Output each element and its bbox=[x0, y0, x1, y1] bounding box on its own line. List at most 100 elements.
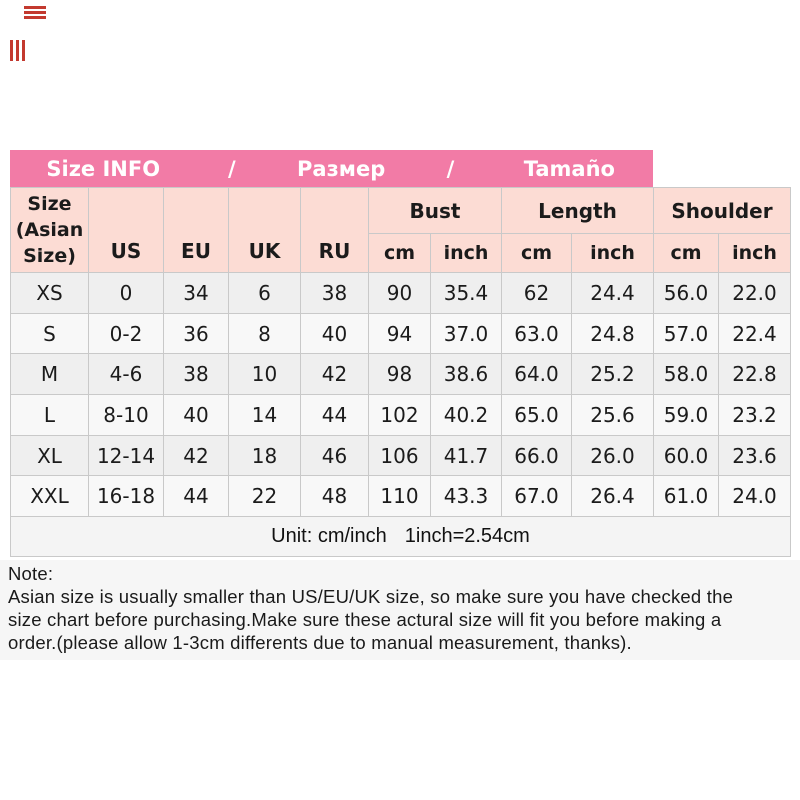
banner-separator-1: / bbox=[227, 156, 236, 181]
col-header-size: Size (Asian Size) bbox=[11, 188, 89, 273]
col-header-ru: RU bbox=[301, 188, 369, 273]
table-cell: 58.0 bbox=[654, 354, 719, 396]
table-cell: 6 bbox=[229, 273, 301, 314]
table-cell: 22.8 bbox=[719, 354, 791, 396]
col-header-size-line: (Asian bbox=[15, 219, 84, 241]
table-cell: 90 bbox=[369, 273, 431, 314]
banner-separator-2: / bbox=[446, 156, 455, 181]
note-label: Note: bbox=[8, 563, 54, 584]
table-cell: 24.4 bbox=[572, 273, 654, 314]
row-label-xl: XL bbox=[11, 435, 89, 477]
table-cell: 56.0 bbox=[654, 273, 719, 314]
table-cell: 42 bbox=[301, 354, 369, 396]
table-cell: 34 bbox=[164, 273, 229, 314]
note-line: size chart before purchasing.Make sure t… bbox=[8, 609, 722, 630]
subcol-length-inch: inch bbox=[572, 234, 654, 273]
table-cell: 14 bbox=[229, 395, 301, 436]
table-cell: 24.0 bbox=[719, 476, 791, 518]
size-table: Size (Asian Size) US EU UK RU Bust Lengt… bbox=[10, 187, 791, 558]
title-banner: Size INFO / Размер / Tamaño bbox=[10, 150, 653, 187]
col-header-us: US bbox=[89, 188, 164, 273]
col-header-eu: EU bbox=[164, 188, 229, 273]
table-cell: 0-2 bbox=[89, 313, 164, 355]
table-cell: 38 bbox=[301, 273, 369, 314]
table-cell: 64.0 bbox=[502, 354, 572, 396]
col-header-size-line: Size) bbox=[23, 245, 76, 267]
table-cell: 38.6 bbox=[431, 354, 502, 396]
note-block: Note: Asian size is usually smaller than… bbox=[0, 560, 800, 660]
table-cell: 25.6 bbox=[572, 395, 654, 436]
col-header-size-line: Size bbox=[27, 193, 72, 215]
table-cell: 110 bbox=[369, 476, 431, 518]
table-cell: 94 bbox=[369, 313, 431, 355]
subcol-shoulder-inch: inch bbox=[719, 234, 791, 273]
unit-conversion: 1inch=2.54cm bbox=[404, 525, 530, 548]
row-label-l: L bbox=[11, 395, 89, 436]
table-cell: 23.6 bbox=[719, 435, 791, 477]
table-cell: 60.0 bbox=[654, 435, 719, 477]
table-cell: 36 bbox=[164, 313, 229, 355]
col-header-shoulder: Shoulder bbox=[654, 188, 791, 234]
table-cell: 22.0 bbox=[719, 273, 791, 314]
subcol-shoulder-cm: cm bbox=[654, 234, 719, 273]
unit-row: Unit: cm/inch 1inch=2.54cm bbox=[11, 517, 791, 558]
subcol-length-cm: cm bbox=[502, 234, 572, 273]
row-label-m: M bbox=[11, 354, 89, 396]
table-cell: 8 bbox=[229, 313, 301, 355]
table-cell: 62 bbox=[502, 273, 572, 314]
table-cell: 66.0 bbox=[502, 435, 572, 477]
table-cell: 40 bbox=[164, 395, 229, 436]
table-cell: 44 bbox=[301, 395, 369, 436]
row-label-s: S bbox=[11, 313, 89, 355]
table-cell: 22 bbox=[229, 476, 301, 518]
table-cell: 8-10 bbox=[89, 395, 164, 436]
table-cell: 41.7 bbox=[431, 435, 502, 477]
banner-title-ru: Размер bbox=[297, 156, 386, 181]
table-cell: 44 bbox=[164, 476, 229, 518]
table-cell: 42 bbox=[164, 435, 229, 477]
col-header-uk: UK bbox=[229, 188, 301, 273]
table-cell: 59.0 bbox=[654, 395, 719, 436]
table-cell: 12-14 bbox=[89, 435, 164, 477]
table-cell: 26.4 bbox=[572, 476, 654, 518]
table-cell: 16-18 bbox=[89, 476, 164, 518]
table-cell: 35.4 bbox=[431, 273, 502, 314]
table-cell: 26.0 bbox=[572, 435, 654, 477]
table-cell: 38 bbox=[164, 354, 229, 396]
red-watermark-mark-1 bbox=[24, 6, 46, 19]
table-cell: 102 bbox=[369, 395, 431, 436]
table-cell: 57.0 bbox=[654, 313, 719, 355]
table-cell: 40.2 bbox=[431, 395, 502, 436]
col-header-bust: Bust bbox=[369, 188, 502, 234]
red-watermark-mark-2 bbox=[10, 40, 25, 61]
table-cell: 65.0 bbox=[502, 395, 572, 436]
table-cell: 37.0 bbox=[431, 313, 502, 355]
subcol-bust-cm: cm bbox=[369, 234, 431, 273]
row-label-xs: XS bbox=[11, 273, 89, 314]
table-cell: 18 bbox=[229, 435, 301, 477]
banner-title-es: Tamaño bbox=[523, 156, 615, 181]
table-cell: 22.4 bbox=[719, 313, 791, 355]
table-cell: 98 bbox=[369, 354, 431, 396]
row-label-xxl: XXL bbox=[11, 476, 89, 518]
table-cell: 4-6 bbox=[89, 354, 164, 396]
unit-label: Unit: cm/inch bbox=[271, 525, 387, 548]
note-line: Asian size is usually smaller than US/EU… bbox=[8, 586, 734, 607]
table-cell: 63.0 bbox=[502, 313, 572, 355]
table-cell: 0 bbox=[89, 273, 164, 314]
table-cell: 61.0 bbox=[654, 476, 719, 518]
table-cell: 48 bbox=[301, 476, 369, 518]
table-cell: 24.8 bbox=[572, 313, 654, 355]
table-cell: 106 bbox=[369, 435, 431, 477]
note-line: order.(please allow 1-3cm differents due… bbox=[8, 632, 632, 653]
table-cell: 43.3 bbox=[431, 476, 502, 518]
subcol-bust-inch: inch bbox=[431, 234, 502, 273]
table-cell: 40 bbox=[301, 313, 369, 355]
col-header-length: Length bbox=[502, 188, 654, 234]
table-cell: 25.2 bbox=[572, 354, 654, 396]
table-cell: 10 bbox=[229, 354, 301, 396]
table-cell: 23.2 bbox=[719, 395, 791, 436]
banner-title-en: Size INFO bbox=[46, 156, 161, 181]
table-cell: 67.0 bbox=[502, 476, 572, 518]
